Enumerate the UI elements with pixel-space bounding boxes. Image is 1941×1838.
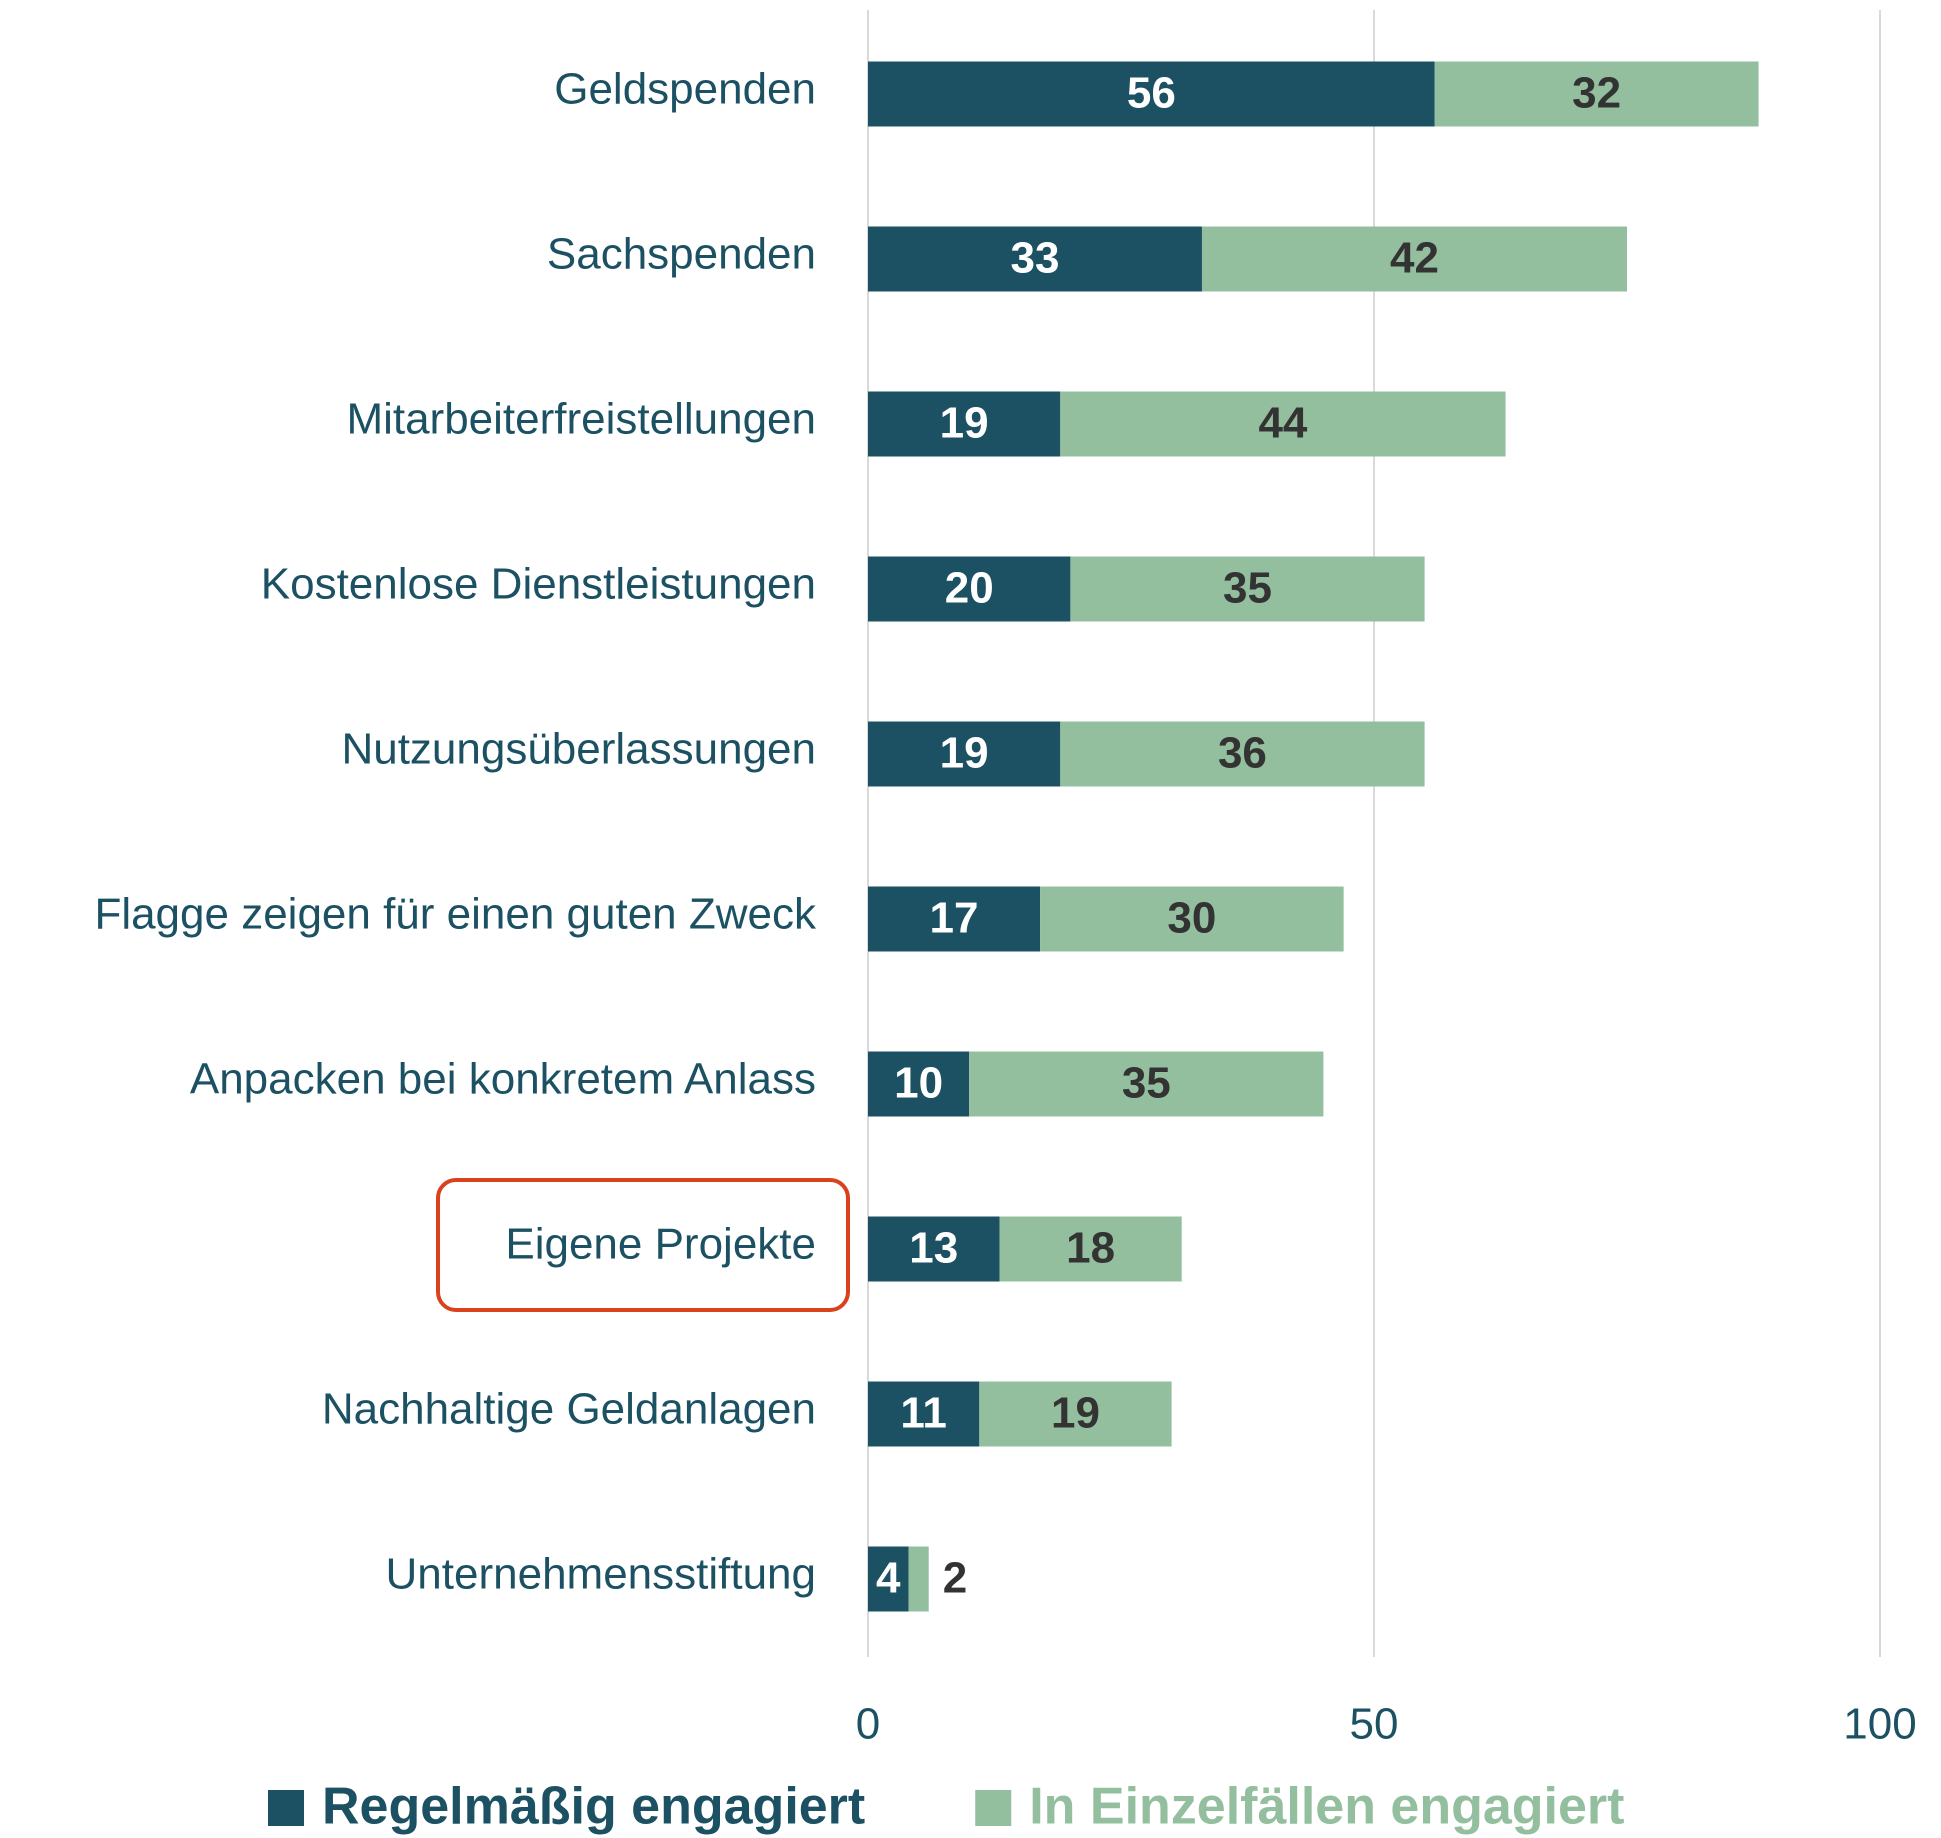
bar-segment xyxy=(1060,391,1506,457)
category-label: Eigene Projekte xyxy=(505,1220,816,1269)
data-label: 56 xyxy=(1127,69,1176,118)
data-label: 42 xyxy=(1390,234,1439,283)
bar-segment xyxy=(1040,886,1344,952)
highlight-box xyxy=(436,1178,850,1312)
bar-segment xyxy=(1434,61,1759,127)
data-label: 19 xyxy=(940,729,989,778)
bar-segment xyxy=(1060,721,1425,787)
bar-segment xyxy=(868,61,1435,127)
data-label: 30 xyxy=(1167,894,1216,943)
bar-segment xyxy=(868,226,1202,292)
bar-segment xyxy=(979,1381,1172,1447)
bar-segment xyxy=(868,391,1061,457)
category-label: Unternehmensstiftung xyxy=(386,1550,816,1599)
bar-segment xyxy=(868,1216,1000,1282)
legend-swatch xyxy=(975,1790,1012,1826)
data-label: 17 xyxy=(930,894,979,943)
data-label: 44 xyxy=(1258,399,1307,448)
legend-swatch xyxy=(268,1790,304,1826)
category-label: Kostenlose Dienstleistungen xyxy=(261,560,816,609)
legend-label: Regelmäßig engagiert xyxy=(322,1778,865,1836)
bar-segment xyxy=(868,886,1041,952)
category-label: Nutzungsüberlassungen xyxy=(341,725,816,774)
bar-segment xyxy=(1070,556,1425,622)
x-tick-label: 50 xyxy=(1350,1700,1399,1749)
bar-segment xyxy=(969,1051,1324,1117)
data-label: 35 xyxy=(1223,564,1272,613)
x-tick-label: 100 xyxy=(1843,1700,1916,1749)
data-label: 33 xyxy=(1011,234,1060,283)
bar-segment xyxy=(868,1546,909,1612)
bar-segment xyxy=(868,1381,980,1447)
data-label: 18 xyxy=(1066,1224,1115,1273)
category-label: Mitarbeiterfreistellungen xyxy=(346,395,816,444)
bar-segment xyxy=(1201,226,1627,292)
bar-segment xyxy=(868,721,1061,787)
category-label: Sachspenden xyxy=(547,230,816,279)
category-label: Anpacken bei konkretem Anlass xyxy=(190,1055,816,1104)
category-label: Geldspenden xyxy=(554,65,816,114)
data-label: 36 xyxy=(1218,729,1267,778)
data-label: 19 xyxy=(940,399,989,448)
data-label: 20 xyxy=(945,564,994,613)
data-label: 2 xyxy=(943,1554,967,1603)
data-label: 4 xyxy=(876,1554,901,1603)
data-label: 32 xyxy=(1572,69,1621,118)
data-label: 35 xyxy=(1122,1059,1171,1108)
x-tick-label: 0 xyxy=(856,1700,880,1749)
category-label: Nachhaltige Geldanlagen xyxy=(322,1385,816,1434)
legend-label: In Einzelfällen engagiert xyxy=(1029,1778,1624,1836)
data-label: 13 xyxy=(909,1224,958,1273)
data-label: 10 xyxy=(894,1059,943,1108)
data-label: 19 xyxy=(1051,1389,1100,1438)
bar-segment xyxy=(868,556,1071,622)
data-label: 11 xyxy=(900,1389,947,1438)
bar-segment xyxy=(999,1216,1182,1282)
bar-segment xyxy=(908,1546,929,1612)
bar-segment xyxy=(868,1051,970,1117)
category-label: Flagge zeigen für einen guten Zweck xyxy=(94,890,817,939)
